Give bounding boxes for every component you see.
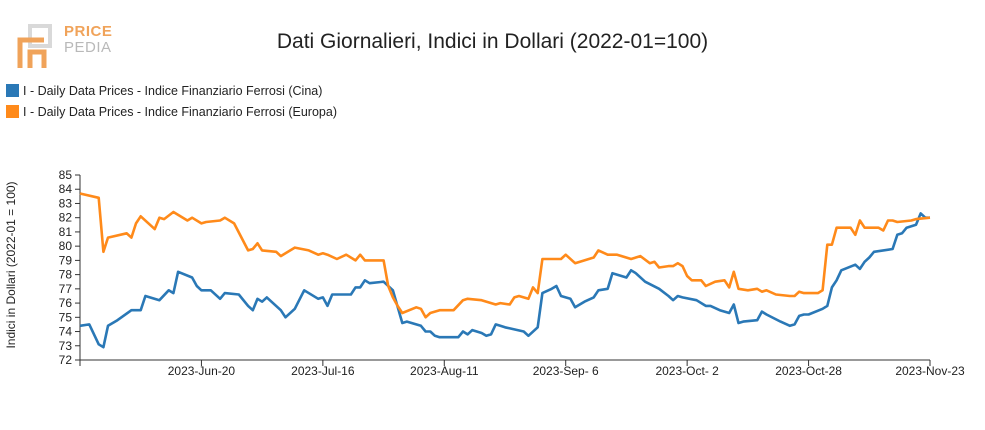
logo-mark-icon <box>17 24 52 68</box>
x-tick-label: 2023-Jul-16 <box>291 364 355 378</box>
logo-line1: PRICE <box>64 23 113 40</box>
x-tick-label: 2023-Sep- 6 <box>533 364 599 378</box>
legend-item-europe[interactable]: I - Daily Data Prices - Indice Finanziar… <box>6 101 337 122</box>
y-tick-label: 76 <box>59 296 73 310</box>
y-tick-label: 80 <box>59 239 73 253</box>
y-tick-label: 73 <box>59 339 73 353</box>
y-tick-label: 72 <box>59 353 73 367</box>
x-axis: 2023-Jun-20 2023-Jul-16 2023-Aug-11 2023-Se… <box>79 359 965 378</box>
logo-line2: PEDIA <box>64 39 112 56</box>
x-tick-label: 2023-Nov-23 <box>895 364 965 378</box>
y-tick-label: 78 <box>59 268 73 282</box>
y-tick-label: 77 <box>59 282 73 296</box>
chart-title: Dati Giornalieri, Indici in Dollari (202… <box>276 30 709 53</box>
series-line-china <box>79 212 930 349</box>
legend-swatch-europe <box>6 105 19 118</box>
series-lines <box>79 192 931 349</box>
y-tick-label: 74 <box>59 325 73 339</box>
y-tick-label: 81 <box>59 225 73 239</box>
legend-item-china[interactable]: I - Daily Data Prices - Indice Finanziar… <box>6 80 337 101</box>
y-tick-label: 84 <box>59 182 73 196</box>
x-tick-label: 2023-Aug-11 <box>410 364 479 378</box>
legend-label-china: I - Daily Data Prices - Indice Finanziar… <box>23 83 323 98</box>
y-tick-label: 85 <box>59 168 73 182</box>
y-tick-label: 83 <box>59 196 73 210</box>
legend: I - Daily Data Prices - Indice Finanziar… <box>6 80 337 122</box>
logo-text: PRICE PEDIA <box>64 24 112 56</box>
x-tick-label: 2023-Oct- 2 <box>655 364 719 378</box>
legend-swatch-china <box>6 84 19 97</box>
y-axis-label: Indici in Dollari (2022-01 = 100) <box>4 181 18 348</box>
y-tick-label: 75 <box>59 310 73 324</box>
y-tick-label: 82 <box>59 211 73 225</box>
series-line-europe <box>79 192 931 319</box>
pricepedia-logo: PRICE PEDIA <box>16 22 126 72</box>
x-tick-label: 2023-Jun-20 <box>168 364 236 378</box>
x-tick-label: 2023-Oct-28 <box>775 364 842 378</box>
y-tick-label: 79 <box>59 253 73 267</box>
legend-label-europe: I - Daily Data Prices - Indice Finanziar… <box>23 104 337 119</box>
